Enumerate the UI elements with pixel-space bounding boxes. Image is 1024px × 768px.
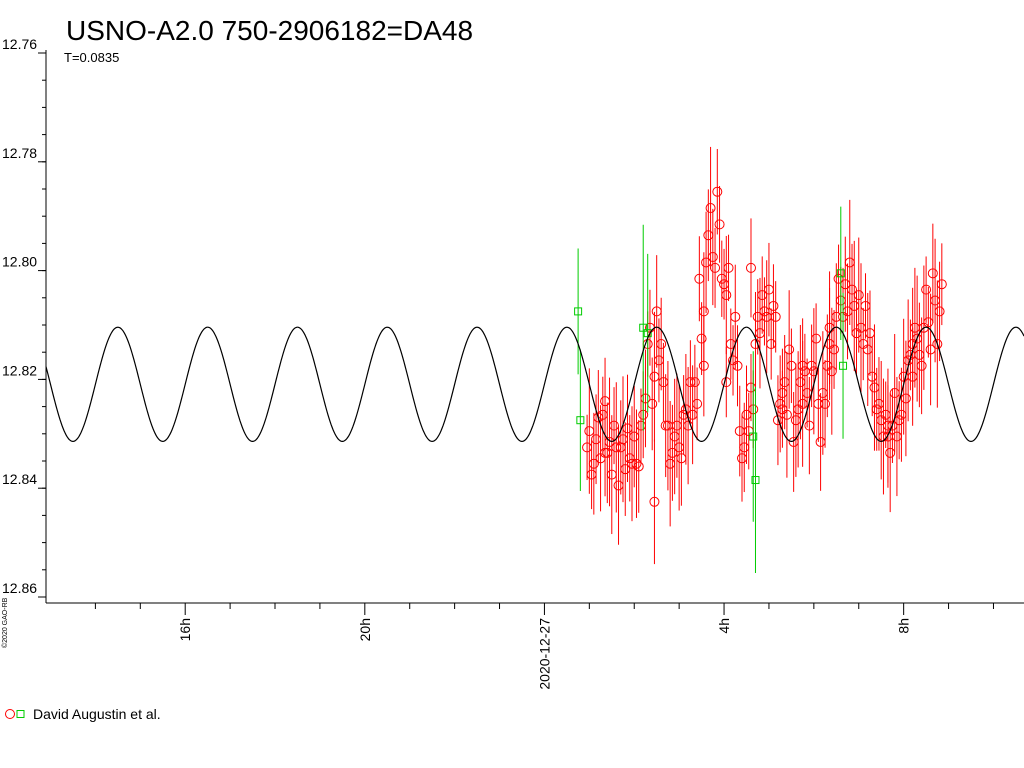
x-tick-label: 4h xyxy=(716,618,732,634)
red-data-point xyxy=(907,371,918,382)
red-data-point xyxy=(820,398,831,409)
x-tick-label: 20h xyxy=(357,618,373,641)
red-data-point xyxy=(921,284,932,295)
red-data-point xyxy=(649,496,660,507)
x-tick-label: 8h xyxy=(896,618,912,634)
red-data-point xyxy=(640,393,651,404)
legend-label: David Augustin et al. xyxy=(33,706,161,722)
y-tick-label: 12.76 xyxy=(2,36,37,52)
red-data-point xyxy=(847,284,858,295)
red-data-point xyxy=(784,344,795,355)
green-data-point xyxy=(574,307,583,316)
x-axis-ticks: 16h 20h 2020-12-27 4h 8h xyxy=(94,603,994,690)
red-data-point xyxy=(745,262,756,273)
red-data-point xyxy=(710,262,721,273)
axes xyxy=(45,50,1024,604)
green-data-point xyxy=(749,432,758,441)
model-curve xyxy=(45,326,1024,443)
red-data-point xyxy=(770,311,781,322)
red-data-point xyxy=(696,333,707,344)
red-data-point xyxy=(934,306,945,317)
y-axis-ticks: 12.76 12.78 12.80 12.82 12.84 12.86 xyxy=(2,36,46,598)
red-data-point xyxy=(797,360,808,371)
y-tick-label: 12.84 xyxy=(2,471,37,487)
red-data-point xyxy=(777,404,788,415)
red-data-point xyxy=(609,420,620,431)
red-data-point xyxy=(633,461,644,472)
data-points xyxy=(574,146,947,573)
green-data-point xyxy=(839,361,848,370)
red-data-point xyxy=(885,447,896,458)
x-tick-label: 2020-12-27 xyxy=(536,618,552,690)
red-data-point xyxy=(732,360,743,371)
red-data-point xyxy=(723,262,734,273)
legend-red-circle-icon xyxy=(5,709,15,719)
red-data-point xyxy=(768,300,779,311)
green-data-point xyxy=(751,476,760,485)
legend: David Augustin et al. xyxy=(5,706,161,722)
chart-title: USNO-A2.0 750-2906182=DA48 xyxy=(66,15,473,46)
red-data-point xyxy=(705,203,716,214)
y-tick-label: 12.86 xyxy=(2,580,37,596)
red-data-point xyxy=(927,268,938,279)
red-data-point xyxy=(600,447,611,458)
red-data-point xyxy=(631,458,642,469)
red-data-point xyxy=(656,339,667,350)
green-data-point xyxy=(836,269,845,278)
red-data-point xyxy=(707,252,718,262)
green-data-point xyxy=(576,416,585,425)
red-data-point xyxy=(916,360,927,371)
red-data-point xyxy=(712,186,723,197)
y-tick-label: 12.80 xyxy=(2,254,37,270)
y-tick-label: 12.82 xyxy=(2,362,37,378)
red-data-point xyxy=(698,360,709,371)
green-data-point xyxy=(639,323,648,332)
red-data-point xyxy=(936,279,947,290)
copyright-credit: ©2020 GAO-RB xyxy=(1,597,9,648)
red-data-point xyxy=(900,393,911,404)
x-tick-label: 16h xyxy=(177,618,193,641)
red-data-point xyxy=(689,377,700,388)
red-data-point xyxy=(826,366,837,377)
red-data-point xyxy=(692,398,703,409)
red-data-point xyxy=(714,219,725,230)
chart-subtitle: T=0.0835 xyxy=(64,50,119,65)
red-data-point xyxy=(853,290,864,301)
y-tick-label: 12.78 xyxy=(2,145,37,161)
red-data-point xyxy=(811,333,822,344)
red-data-point xyxy=(932,339,943,350)
legend-green-square-icon xyxy=(16,710,25,718)
red-data-point xyxy=(730,311,741,322)
red-data-point xyxy=(721,290,732,301)
